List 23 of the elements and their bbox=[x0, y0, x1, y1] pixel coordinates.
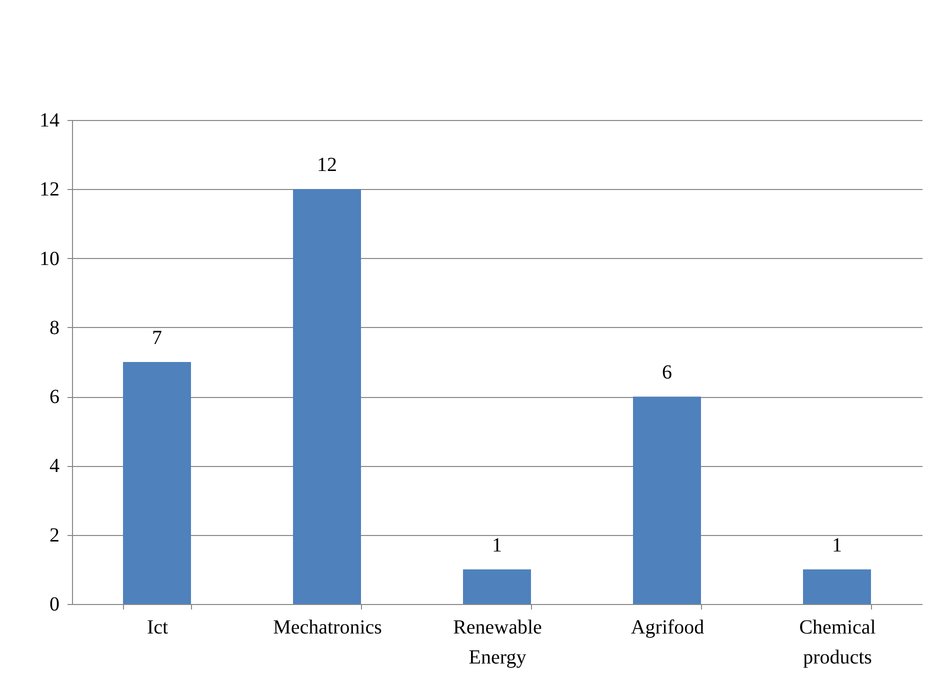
y-tick-label: 14 bbox=[40, 110, 60, 132]
x-tick-label: Chemical products bbox=[799, 616, 876, 668]
y-tick-label: 6 bbox=[50, 386, 60, 408]
bar bbox=[803, 569, 871, 604]
bar bbox=[123, 362, 191, 604]
bar bbox=[463, 569, 531, 604]
y-tick-label: 8 bbox=[50, 316, 60, 339]
data-label: 1 bbox=[832, 534, 842, 556]
data-label: 6 bbox=[662, 362, 672, 384]
bar bbox=[293, 189, 361, 604]
y-tick-label: 0 bbox=[50, 594, 60, 616]
y-tick-label: 12 bbox=[40, 178, 60, 201]
data-label: 12 bbox=[317, 154, 337, 176]
data-label: 7 bbox=[152, 327, 162, 349]
data-label: 1 bbox=[492, 534, 502, 556]
x-tick-label: Agrifood bbox=[630, 616, 704, 638]
y-tick-label: 4 bbox=[50, 455, 60, 478]
bar bbox=[633, 396, 701, 604]
y-tick-label: 10 bbox=[40, 248, 60, 270]
x-tick-label: Renewable Energy bbox=[453, 616, 542, 668]
x-tick-label: Mechatronics bbox=[273, 616, 382, 638]
y-tick-label: 2 bbox=[50, 524, 60, 546]
x-tick-label: Ict bbox=[146, 616, 168, 638]
